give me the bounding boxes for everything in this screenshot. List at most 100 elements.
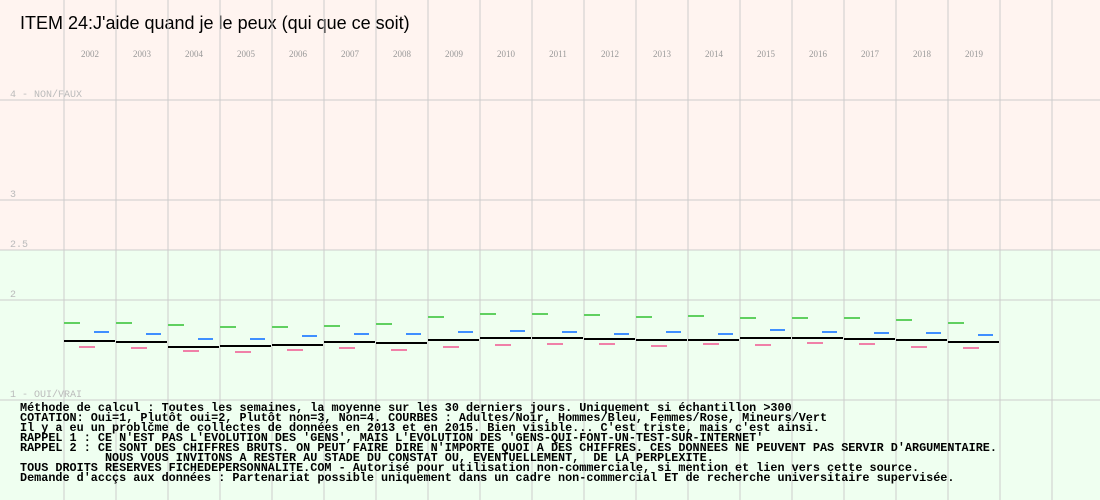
dash [168, 346, 219, 348]
dash [64, 340, 115, 342]
note: RAPPEL 2 : CE SONT DES CHIFFRES BRUTS. O… [20, 441, 997, 455]
y-tick-label: 3 [10, 190, 16, 201]
dash [510, 330, 525, 332]
dash [94, 331, 109, 333]
dash [584, 314, 600, 316]
dash [79, 346, 95, 348]
dash [428, 316, 444, 318]
year-label: 2009 [445, 49, 464, 59]
year-label: 2015 [757, 49, 776, 59]
dash [703, 343, 719, 345]
year-label: 2007 [341, 49, 360, 59]
dash [198, 338, 213, 340]
dash [406, 333, 421, 335]
dash [443, 346, 459, 348]
year-label: 2017 [861, 49, 880, 59]
year-label: 2005 [237, 49, 256, 59]
dash [183, 350, 199, 352]
dash [302, 335, 317, 337]
lower-band [0, 250, 1100, 500]
dash [532, 313, 548, 315]
dash [948, 322, 964, 324]
dash [896, 319, 912, 321]
dash [64, 322, 80, 324]
year-label: 2011 [549, 49, 567, 59]
note: RAPPEL 1 : CE N'EST PAS L'EVOLUTION DES … [20, 431, 763, 445]
dash [599, 343, 615, 345]
dash [948, 341, 999, 343]
dash [584, 338, 635, 340]
dash [116, 322, 132, 324]
note: NOUS VOUS INVITONS A RESTER AU STADE DU … [20, 451, 714, 465]
dash [272, 344, 323, 346]
dash [376, 323, 392, 325]
dash [220, 326, 236, 328]
dash [324, 341, 375, 343]
note: Demande d'accçs aux données : Partenaria… [20, 471, 954, 485]
y-tick-label: 2.5 [10, 240, 28, 251]
dash [844, 338, 895, 340]
dash [740, 317, 756, 319]
dash [324, 325, 340, 327]
dash [220, 345, 271, 347]
dash [250, 338, 265, 340]
dash [116, 341, 167, 343]
dash [131, 347, 147, 349]
dash [354, 333, 369, 335]
dash [666, 331, 681, 333]
year-label: 2004 [185, 49, 204, 59]
y-tick-label: 4 - NON/FAUX [10, 89, 82, 101]
note: TOUS DROITS RESERVES FICHEDEPERSONNALITE… [20, 461, 919, 475]
year-label: 2016 [809, 49, 828, 59]
dash [718, 333, 733, 335]
dash [146, 333, 161, 335]
year-label: 2006 [289, 49, 308, 59]
year-label: 2008 [393, 49, 412, 59]
chart-title: ITEM 24:J'aide quand je le peux (qui que… [20, 13, 410, 33]
dash [770, 329, 785, 331]
dash [688, 315, 704, 317]
dash [926, 332, 941, 334]
dash [740, 337, 791, 339]
year-label: 2003 [133, 49, 152, 59]
dash [562, 331, 577, 333]
dash [636, 316, 652, 318]
dash [480, 337, 531, 339]
year-label: 2014 [705, 49, 724, 59]
dash [532, 337, 583, 339]
dash [339, 347, 355, 349]
dash [896, 339, 947, 341]
dash [911, 346, 927, 348]
dash [287, 349, 303, 351]
dash [688, 339, 739, 341]
dash [495, 344, 511, 346]
year-label: 2002 [81, 49, 99, 59]
year-label: 2018 [913, 49, 932, 59]
dash [755, 344, 771, 346]
dash [978, 334, 993, 336]
dash [822, 331, 837, 333]
dash [614, 333, 629, 335]
dash [792, 337, 843, 339]
dash [651, 345, 667, 347]
dash [547, 343, 563, 345]
dash [168, 324, 184, 326]
dash [963, 347, 979, 349]
year-label: 2010 [497, 49, 516, 59]
y-tick-label: 2 [10, 290, 16, 301]
dash [235, 351, 251, 353]
note: Méthode de calcul : Toutes les semaines,… [20, 401, 792, 415]
dash [376, 342, 427, 344]
dash [859, 343, 875, 345]
year-label: 2019 [965, 49, 984, 59]
dash [807, 342, 823, 344]
upper-band [0, 0, 1100, 250]
year-label: 2013 [653, 49, 672, 59]
dash [844, 317, 860, 319]
dash [272, 326, 288, 328]
dash [636, 339, 687, 341]
year-label: 2012 [601, 49, 619, 59]
y-tick-label: 1 - OUI/VRAI [10, 389, 82, 401]
dash [792, 317, 808, 319]
